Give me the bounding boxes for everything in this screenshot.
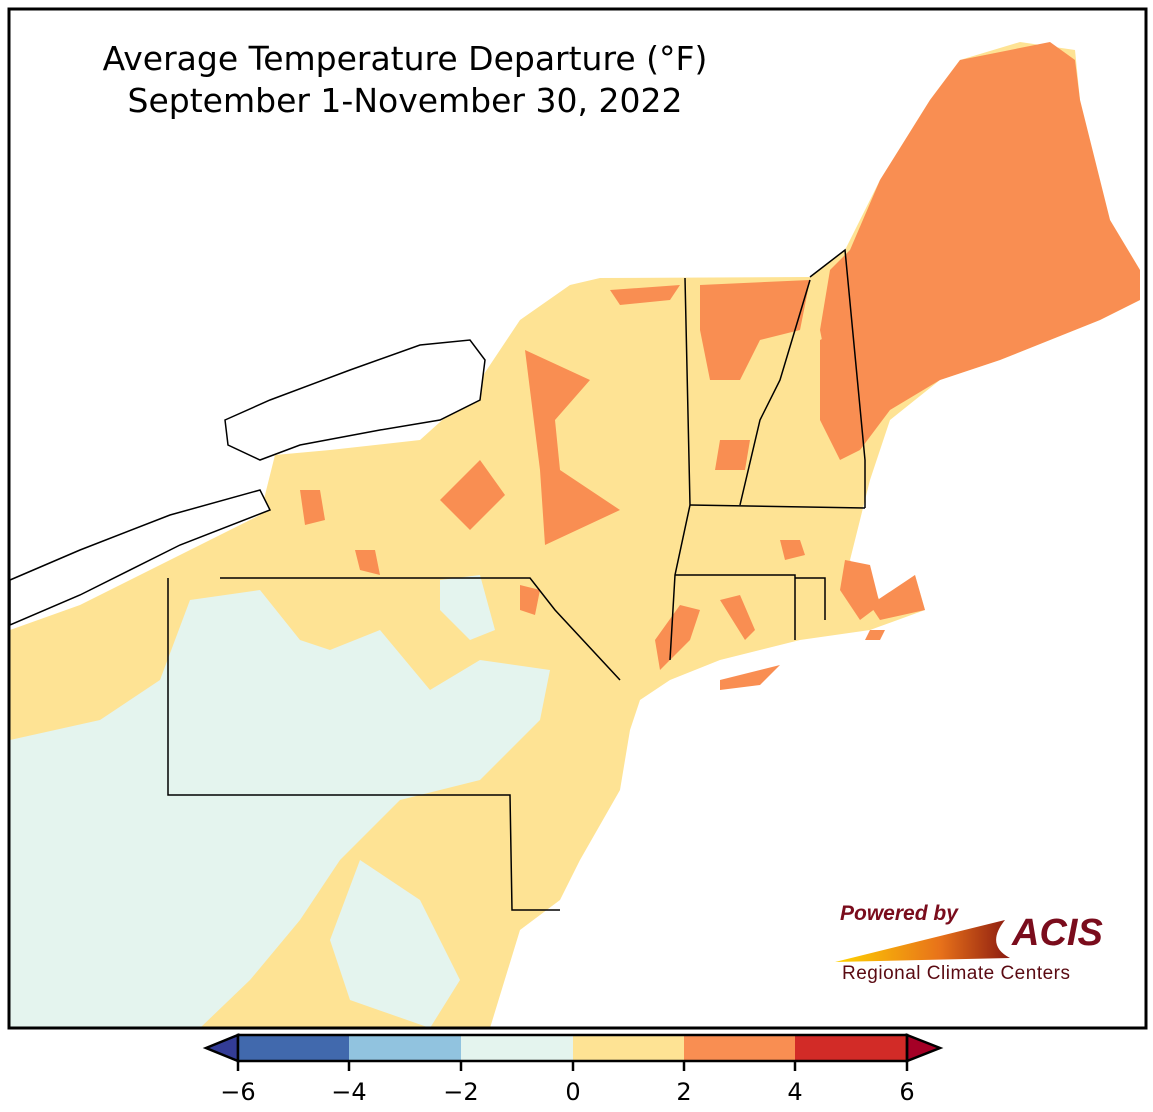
map-frame	[7, 7, 1148, 1030]
colorbar-tick-label: 2	[676, 1078, 692, 1106]
acis-swoosh-icon	[835, 920, 1010, 962]
colorbar	[202, 1033, 944, 1071]
colorbar-tick-label: −6	[220, 1078, 256, 1106]
map-title: Average Temperature Departure (°F)	[102, 39, 708, 78]
colorbar-bin	[349, 1035, 461, 1061]
colorbar-tick-label: −4	[331, 1078, 367, 1106]
lake-erie	[9, 489, 272, 627]
logo-powered-by: Powered by	[840, 902, 958, 925]
colorbar-tick-label: 6	[899, 1078, 915, 1106]
colorbar-bin	[684, 1035, 795, 1061]
region-minus2-to-0	[10, 590, 550, 1028]
region-2-to-4	[300, 42, 1140, 690]
region-minus2-to-0-3	[330, 860, 460, 1028]
acis-logo: Powered by ACIS Regional Climate Centers	[830, 900, 1120, 995]
map-subtitle: September 1-November 30, 2022	[127, 81, 683, 120]
colorbar-bin	[795, 1035, 907, 1061]
colorbar-bin	[573, 1035, 684, 1061]
colorbar-tick-label: 0	[565, 1078, 581, 1106]
logo-subtitle: Regional Climate Centers	[842, 963, 1071, 984]
map-regions	[9, 42, 1140, 1028]
state-borders	[167, 248, 866, 911]
colorbar-over-arrow	[905, 1033, 944, 1063]
colorbar-tick-label: 4	[787, 1078, 803, 1106]
colorbar-bin	[461, 1035, 573, 1061]
colorbar-bin	[238, 1035, 349, 1061]
colorbar-under-arrow	[202, 1033, 240, 1063]
colorbar-tick-label: −2	[443, 1078, 479, 1106]
logo-acis: ACIS	[1012, 912, 1103, 954]
lake-ontario	[224, 339, 486, 461]
region-minus2-to-0-2	[440, 575, 495, 640]
